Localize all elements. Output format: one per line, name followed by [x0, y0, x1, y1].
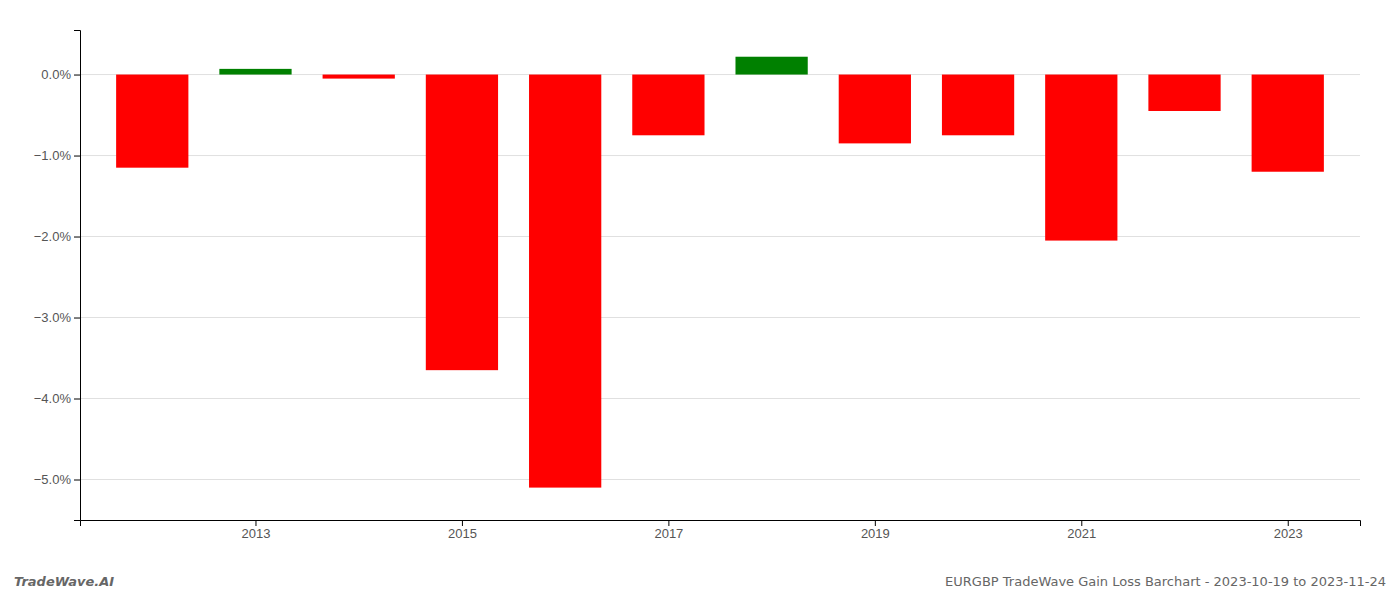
x-tick: 2023 — [1274, 520, 1303, 541]
y-tick-label: −4.0% — [34, 391, 72, 406]
bars — [116, 57, 1324, 488]
x-tick-mark — [875, 520, 876, 526]
y-tick-mark — [74, 237, 80, 238]
bar — [839, 75, 911, 144]
y-tick: −2.0% — [34, 229, 80, 244]
x-tick-mark — [1081, 520, 1082, 526]
y-tick: −5.0% — [34, 472, 80, 487]
bar — [632, 75, 704, 136]
x-tick: 2013 — [242, 520, 271, 541]
y-tick-label: 0.0% — [41, 67, 71, 82]
y-tick-mark — [74, 318, 80, 319]
grid-line — [80, 236, 1360, 237]
x-tick: 2021 — [1067, 520, 1096, 541]
bar — [1148, 75, 1220, 111]
bar — [116, 75, 188, 168]
grid — [80, 75, 1360, 480]
y-tick: 0.0% — [41, 67, 80, 82]
footer-right: EURGBP TradeWave Gain Loss Barchart - 20… — [945, 574, 1386, 589]
x-axis: 2013 2015 2017 2019 2021 2023 — [81, 520, 1361, 541]
bar — [1045, 75, 1117, 241]
y-tick-label: −2.0% — [34, 229, 72, 244]
grid-line — [80, 317, 1360, 318]
y-tick-label: −1.0% — [34, 148, 72, 163]
bar — [426, 75, 498, 371]
x-tick: 2019 — [861, 520, 890, 541]
x-tick-mark — [255, 520, 256, 526]
y-tick-mark — [74, 399, 80, 400]
x-tick-mark — [668, 520, 669, 526]
x-tick-mark — [462, 520, 463, 526]
bar — [735, 57, 807, 75]
x-tick-label: 2023 — [1274, 526, 1303, 541]
bar — [219, 69, 291, 75]
footer-left: TradeWave.AI — [14, 574, 114, 589]
y-tick-mark — [74, 75, 80, 76]
x-tick-label: 2021 — [1067, 526, 1096, 541]
x-tick-mark — [1288, 520, 1289, 526]
y-tick-mark — [74, 480, 80, 481]
y-tick: −3.0% — [34, 310, 80, 325]
y-tick-mark — [74, 156, 80, 157]
x-tick-label: 2017 — [654, 526, 683, 541]
x-tick-label: 2015 — [448, 526, 477, 541]
bar — [942, 75, 1014, 136]
grid-line — [80, 155, 1360, 156]
x-tick-label: 2019 — [861, 526, 890, 541]
grid-line — [80, 479, 1360, 480]
x-tick: 2017 — [654, 520, 683, 541]
plot: 2013 2015 2017 2019 2021 2023 0.0% −1.0% −2.0% −3… — [34, 31, 1361, 542]
chart: 2013 2015 2017 2019 2021 2023 0.0% −1.0% −2.0% −3… — [0, 0, 1400, 600]
y-tick-label: −5.0% — [34, 472, 72, 487]
x-tick-label: 2013 — [242, 526, 271, 541]
x-axis-line — [81, 521, 1361, 527]
bar — [529, 75, 601, 488]
x-tick: 2015 — [448, 520, 477, 541]
y-tick: −4.0% — [34, 391, 80, 406]
grid-line — [80, 398, 1360, 399]
bar — [1252, 75, 1324, 172]
y-tick: −1.0% — [34, 148, 80, 163]
y-tick-label: −3.0% — [34, 310, 72, 325]
y-axis-line — [74, 31, 81, 521]
bar — [323, 75, 395, 79]
y-axis: 0.0% −1.0% −2.0% −3.0% −4.0% −5.0% — [34, 31, 81, 521]
